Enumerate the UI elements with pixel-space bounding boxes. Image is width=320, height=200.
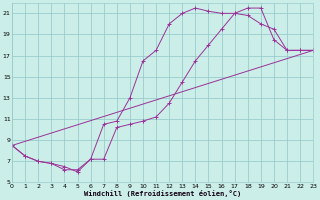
X-axis label: Windchill (Refroidissement éolien,°C): Windchill (Refroidissement éolien,°C) xyxy=(84,190,241,197)
